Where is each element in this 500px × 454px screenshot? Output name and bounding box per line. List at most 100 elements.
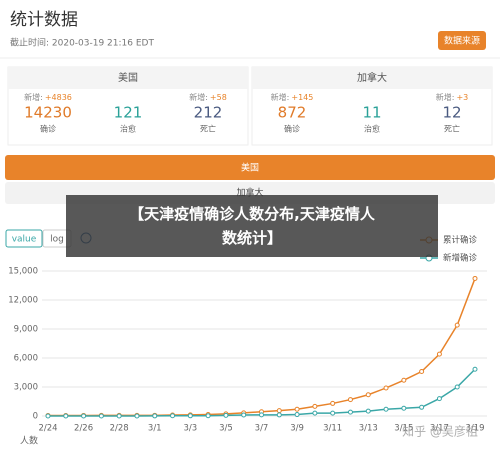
point — [419, 369, 425, 375]
point — [401, 405, 407, 411]
x-tick-label: 2/26 — [74, 424, 93, 434]
x-tick-label: 3/7 — [255, 424, 269, 434]
delta-value: +145 — [291, 93, 313, 102]
point — [294, 412, 300, 418]
point — [276, 408, 282, 414]
y-tick-label: 6,000 — [14, 354, 38, 364]
stat-label: 治愈 — [364, 124, 380, 134]
x-tick-label: 3/17 — [430, 424, 449, 434]
point — [259, 412, 264, 418]
y-tick-label: 9,000 — [14, 325, 38, 335]
point — [187, 413, 193, 419]
delta-value: +58 — [210, 93, 227, 102]
x-tick-label: 3/9 — [290, 424, 304, 434]
stat-label: 治愈 — [120, 124, 136, 134]
delta-label: 新增: — [271, 92, 290, 102]
delta-value: +3 — [456, 93, 468, 102]
region-header — [8, 67, 248, 89]
caption-line: 数统计】 — [222, 229, 282, 247]
delta: 新增: +58 — [189, 92, 227, 102]
x-tick-label: 2/24 — [38, 424, 57, 434]
x-tick-label: 3/15 — [394, 424, 413, 434]
point — [312, 403, 318, 409]
point — [454, 384, 460, 390]
point — [330, 400, 336, 406]
y-tick-label: 15,000 — [8, 267, 38, 277]
point — [472, 275, 478, 281]
x-tick-label: 3/5 — [219, 424, 233, 434]
watermark: 知乎 @吴彦祖 — [402, 424, 478, 439]
tab-label[interactable]: 美国 — [241, 162, 259, 174]
point — [401, 377, 407, 383]
x-tick-label: 3/1 — [148, 424, 162, 434]
y-axis-label: 人数 — [20, 435, 38, 447]
delta-label: 新增: — [189, 92, 208, 102]
stat-label: 确诊 — [284, 124, 300, 134]
caption-box — [66, 195, 438, 257]
point — [276, 412, 282, 418]
y-tick-label: 0 — [33, 412, 38, 422]
caption-line: 【天津疫情确诊人数分布,天津疫情人 — [129, 205, 376, 223]
delta: 新增: +4836 — [24, 92, 72, 102]
point — [116, 413, 122, 419]
stat-value: 14230 — [24, 104, 72, 122]
stat-label: 死亡 — [444, 124, 460, 134]
delta-label: 新增: — [24, 92, 43, 102]
point — [365, 392, 371, 398]
point — [170, 413, 176, 419]
stat-value: 872 — [278, 104, 307, 122]
source-button-label[interactable]: 数据来源 — [444, 35, 480, 47]
toggle-label[interactable]: log — [50, 235, 64, 245]
region-header — [252, 67, 492, 89]
point — [98, 413, 104, 419]
x-tick-label: 3/13 — [359, 424, 378, 434]
point — [347, 409, 353, 415]
legend-label: 累计确诊 — [443, 235, 478, 246]
stat-value: 12 — [442, 104, 461, 122]
x-tick-label: 2/28 — [110, 424, 129, 434]
delta-label: 新增: — [436, 92, 455, 102]
point — [294, 406, 300, 412]
stat-value: 11 — [362, 104, 381, 122]
series-line — [48, 278, 476, 417]
stat-value: 212 — [194, 104, 223, 122]
region-name: 加拿大 — [357, 71, 387, 84]
caption: 【天津疫情确诊人数分布,天津疫情人数统计】 — [129, 205, 376, 247]
point — [383, 385, 389, 391]
toggle-active[interactable] — [5, 229, 43, 248]
toggle-label[interactable]: value — [12, 235, 37, 245]
point — [436, 396, 442, 402]
stat-value: 121 — [114, 104, 143, 122]
delta: 新增: +145 — [271, 92, 314, 102]
y-tick-label: 12,000 — [8, 296, 38, 306]
point — [81, 413, 87, 419]
page-title: 统计数据 — [10, 10, 78, 30]
point — [63, 413, 69, 419]
x-tick-label: 3/19 — [465, 424, 484, 434]
region-name: 美国 — [118, 71, 138, 84]
point — [383, 406, 389, 412]
point — [419, 404, 425, 410]
delta-value: +4836 — [45, 93, 72, 102]
point — [241, 412, 247, 418]
point — [45, 413, 51, 419]
y-tick-label: 3,000 — [14, 383, 38, 393]
point — [472, 366, 478, 372]
tab-active[interactable] — [5, 155, 495, 180]
x-tick-label: 3/11 — [323, 424, 342, 434]
point — [205, 413, 211, 419]
point — [347, 397, 353, 403]
point — [152, 413, 158, 419]
point — [436, 351, 442, 357]
delta: 新增: +3 — [436, 92, 469, 102]
point — [223, 412, 229, 418]
stat-label: 死亡 — [200, 124, 216, 134]
source-button[interactable] — [438, 31, 486, 50]
legend-label: 新增确诊 — [443, 253, 478, 264]
point — [330, 410, 336, 416]
point — [365, 408, 371, 414]
x-tick-label: 3/3 — [183, 424, 197, 434]
update-time: 截止时间: 2020-03-19 21:16 EDT — [10, 37, 154, 49]
point — [134, 413, 140, 419]
